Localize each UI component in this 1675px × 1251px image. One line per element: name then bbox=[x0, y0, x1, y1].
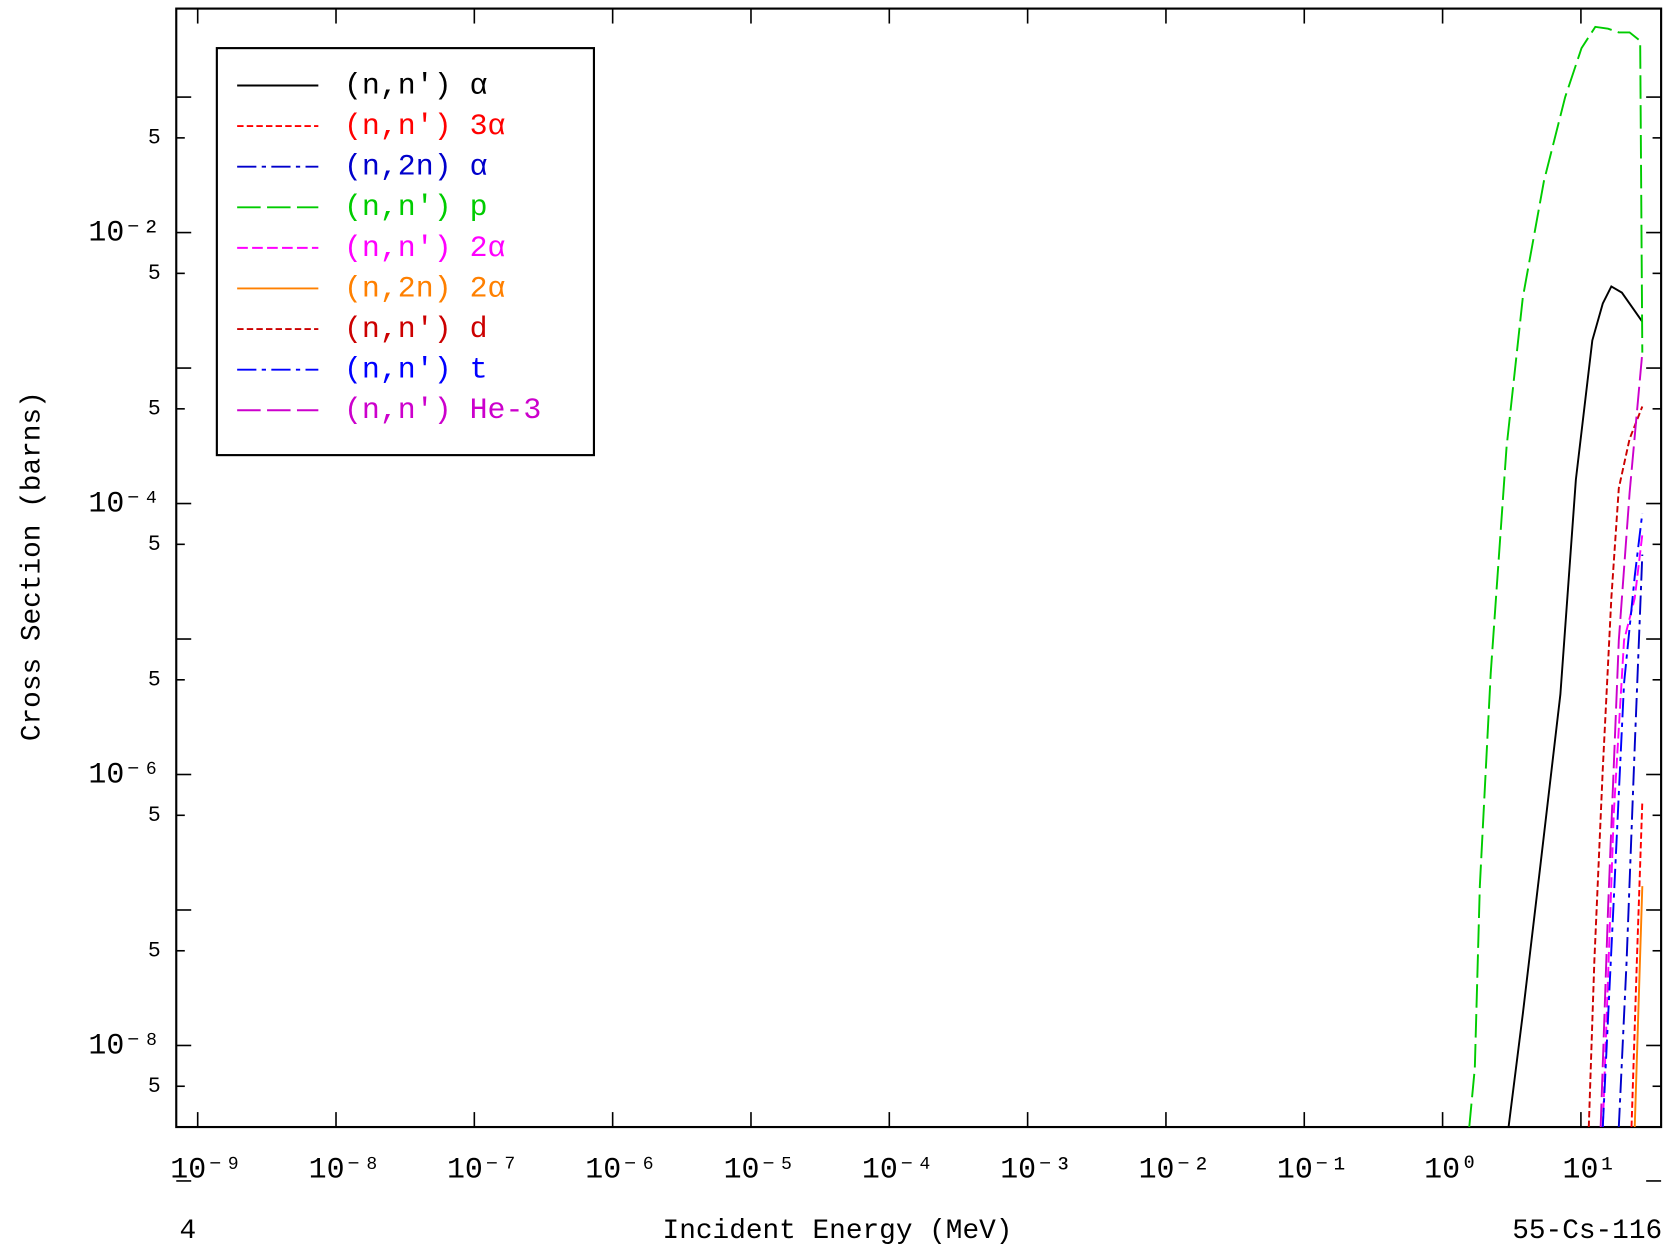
x-tick-label: 10⁻⁵ bbox=[724, 1153, 796, 1187]
y-tick-label: 10⁻⁶ bbox=[88, 757, 160, 791]
y-minor-tick-label: 5 bbox=[148, 260, 160, 284]
series-line bbox=[1599, 352, 1644, 1128]
legend-label: (n,n′) p bbox=[344, 190, 488, 224]
series-line bbox=[1587, 406, 1644, 1128]
legend-label: (n,2n) 2α bbox=[344, 271, 506, 305]
series-line bbox=[1601, 513, 1644, 1128]
legend-box bbox=[215, 47, 596, 457]
x-tick-label: 10⁰ bbox=[1424, 1153, 1478, 1187]
x-tick-label: 10⁻⁶ bbox=[585, 1153, 657, 1187]
series-line bbox=[1468, 25, 1644, 1128]
y-tick-label: 10⁻² bbox=[88, 215, 160, 249]
y-minor-tick-label: 5 bbox=[148, 937, 160, 961]
y-minor-tick-label: 5 bbox=[148, 666, 160, 690]
x-tick-label: 10¹ bbox=[1563, 1153, 1617, 1187]
legend-label: (n,n′) d bbox=[344, 312, 488, 346]
legend-label: (n,n′) t bbox=[344, 353, 488, 387]
legend-label: (n,n′) 3α bbox=[344, 109, 506, 143]
y-minor-tick-label: 5 bbox=[148, 802, 160, 826]
y-axis-label: Cross Section (barns) bbox=[17, 391, 48, 741]
x-tick-label: 10⁻⁸ bbox=[309, 1153, 381, 1187]
legend-label: (n,n′) α bbox=[344, 68, 488, 102]
series-line bbox=[1507, 285, 1644, 1128]
series-line bbox=[1617, 554, 1644, 1128]
y-minor-tick-label: 5 bbox=[148, 395, 160, 419]
y-tick-label: 10⁻⁴ bbox=[88, 486, 160, 520]
y-minor-tick-label: 5 bbox=[148, 125, 160, 149]
plot-frame bbox=[175, 7, 1663, 1129]
series-line bbox=[1601, 534, 1644, 1128]
x-tick-label: 10⁻² bbox=[1139, 1153, 1211, 1187]
y-tick-label: 10⁻⁸ bbox=[88, 1028, 160, 1062]
footer-right: 55-Cs-116 bbox=[1512, 1216, 1662, 1247]
footer-left: 4 bbox=[179, 1216, 196, 1247]
x-tick-label: 10⁻⁷ bbox=[447, 1153, 519, 1187]
x-tick-label: 10⁻⁴ bbox=[862, 1153, 934, 1187]
y-minor-tick-label: 5 bbox=[148, 531, 160, 555]
x-axis-label: Incident Energy (MeV) bbox=[663, 1216, 1013, 1247]
plot-area bbox=[1468, 25, 1644, 1128]
legend-label: (n,n′) He-3 bbox=[344, 393, 541, 427]
y-minor-tick-label: 5 bbox=[148, 1073, 160, 1097]
series-line bbox=[1630, 801, 1644, 1128]
x-tick-label: 10⁻¹ bbox=[1277, 1153, 1349, 1187]
x-tick-label: 10⁻³ bbox=[1000, 1153, 1072, 1187]
legend-label: (n,n′) 2α bbox=[344, 231, 506, 265]
legend-label: (n,2n) α bbox=[344, 150, 488, 184]
series-line bbox=[1633, 886, 1644, 1128]
